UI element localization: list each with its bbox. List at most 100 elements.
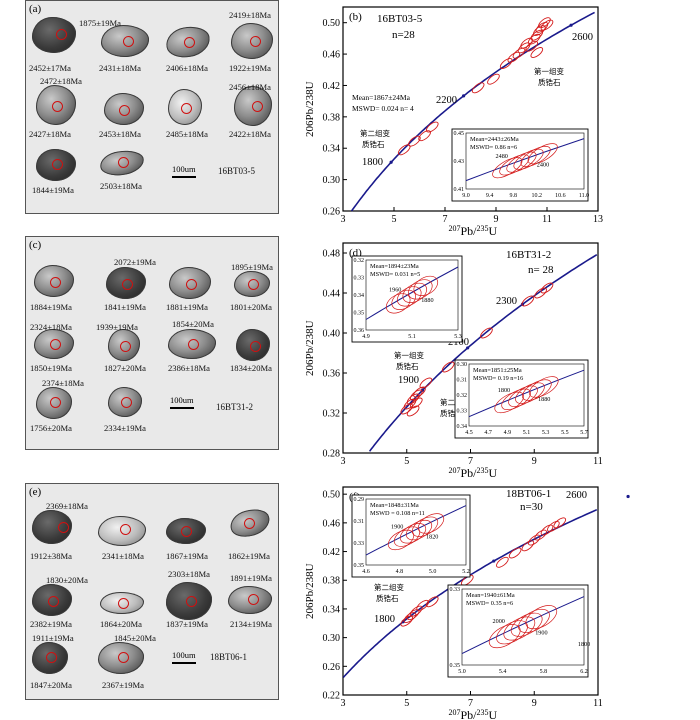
sample-id: 18BT06-1: [210, 652, 247, 662]
n-count: n=28: [392, 29, 415, 41]
concordia-age-marker: [569, 23, 573, 27]
inset-top-ellipse: [399, 523, 427, 544]
concordia-chart-f: 3 5 7 9 11 0.22 0.26 0.30 0.34 0.38 0.42 0.46 0.50 18…: [304, 486, 630, 720]
data-ellipse: [425, 596, 439, 608]
analysis-spot: [252, 101, 263, 112]
inset-top-y-tick: 0.35: [354, 563, 365, 569]
analysis-spot: [118, 157, 129, 168]
cl-panel-c: (c) 2072±19Ma 1895±19Ma 1884±19Ma 1841±1…: [25, 236, 279, 450]
inset-top-y-tick: 0.29: [354, 497, 365, 503]
inset-top-x-tick: 5.3: [454, 334, 462, 340]
inset-bottom-mean: Mean=1851±25Ma: [473, 367, 522, 374]
inset-top-age-label: 1900: [391, 524, 403, 531]
inset-bottom-ellipse: [510, 612, 543, 637]
x-tick-label: 7: [468, 456, 473, 467]
data-ellipse: [538, 17, 551, 29]
chart-annotation: 第一组变: [534, 66, 564, 76]
concordia-curve: [350, 11, 595, 212]
data-ellipse: [512, 47, 526, 59]
zircon-age: 2419±18Ma: [229, 10, 271, 20]
zircon-age: 2072±19Ma: [114, 257, 156, 267]
inset-top-concordia: [365, 266, 459, 320]
x-axis-label: 207Pb/235U: [449, 466, 498, 480]
concordia-age-label: 2100: [448, 337, 469, 348]
inset-ellipse: [506, 151, 537, 173]
chart-annotation: 质锆石: [376, 593, 399, 603]
analysis-spot: [50, 339, 61, 350]
y-tick-label: 0.36: [323, 369, 341, 380]
data-ellipse: [527, 33, 541, 45]
chart-annotation: 质锆石: [538, 77, 561, 87]
inset-bottom-age-label: 1900: [535, 630, 547, 637]
inset-top-y-tick: 0.34: [354, 293, 365, 299]
inset-bottom-age-label: 1800: [498, 387, 510, 394]
inset-bottom-age-label: 1800: [578, 641, 590, 648]
inset-y-tick: 0.43: [454, 159, 465, 165]
zircon-age: 2406±18Ma: [166, 63, 208, 73]
sample-id: 16BT31-2: [216, 402, 253, 412]
inset-top-frame: [351, 255, 463, 343]
concordia-age-label: 1800: [374, 614, 395, 625]
analysis-spot: [121, 397, 132, 408]
n-count: n= 28: [528, 264, 554, 276]
inset-bottom-y-tick: 0.33: [450, 587, 461, 593]
inset-top-y-tick: 0.36: [354, 328, 365, 334]
concordia-age-marker: [466, 346, 470, 350]
y-axis-label: 206Pb/238U: [304, 320, 316, 376]
inset-x-tick: 11.0: [579, 193, 589, 199]
inset-ellipse: [513, 148, 544, 170]
data-ellipse: [540, 19, 554, 31]
zircon-grain: [32, 17, 76, 53]
y-tick-label: 0.48: [323, 249, 341, 260]
inset-bottom-x-tick: 4.7: [484, 430, 492, 436]
analysis-spot: [118, 598, 129, 609]
analysis-spot: [250, 36, 261, 47]
y-tick-label: 0.50: [323, 490, 341, 501]
zircon-age: 2452±17Ma: [29, 63, 71, 73]
y-tick-label: 0.46: [323, 518, 341, 529]
inset-top-ellipse: [391, 289, 416, 310]
y-tick-label: 0.28: [323, 449, 341, 460]
zircon-age: 1922±19Ma: [229, 63, 271, 73]
zircon-age: 2367±19Ma: [102, 680, 144, 690]
analysis-spot: [186, 279, 197, 290]
inset-ellipse: [492, 157, 523, 179]
zircon-age: 2374±18Ma: [42, 378, 84, 388]
analysis-spot: [119, 105, 130, 116]
concordia-chart-b: 3 5 7 9 11 13 0.26 0.30 0.34 0.38 0.42 0.46 0.50 1800…: [304, 6, 603, 238]
zircon-age: 2382±19Ma: [30, 619, 72, 629]
x-tick-label: 9: [494, 214, 499, 225]
inset-y-tick: 0.41: [454, 187, 465, 193]
inset-ellipse: [527, 143, 558, 165]
concordia-age-label: 2600: [572, 32, 593, 43]
inset-age-label: 2480: [496, 153, 508, 160]
zircon-age: 2485±18Ma: [166, 129, 208, 139]
y-tick-label: 0.30: [323, 633, 341, 644]
zircon-age: 1830±20Ma: [46, 575, 88, 585]
inset-top-concordia: [365, 505, 467, 556]
inset-age-label: 2400: [537, 162, 549, 169]
inset-bottom-frame: [454, 359, 589, 439]
inset-top-x-tick: 5.2: [462, 569, 470, 575]
inset-bottom-age-label: 1880: [538, 396, 550, 403]
zircon-age: 1911±19Ma: [32, 633, 74, 643]
concordia-age-marker: [461, 94, 466, 98]
y-tick-label: 0.22: [323, 691, 341, 702]
data-ellipse: [499, 58, 513, 69]
inset-top-x-tick: 4.9: [362, 334, 370, 340]
inset-mean: Mean=2443±26Ma: [470, 136, 519, 143]
zircon-age: 1891±19Ma: [230, 573, 272, 583]
analysis-spot: [244, 518, 255, 529]
inset-top-y-tick: 0.33: [354, 276, 365, 282]
data-ellipse: [520, 37, 533, 49]
x-tick-label: 11: [593, 456, 603, 467]
zircon-age: 2453±18Ma: [99, 129, 141, 139]
chart-annotation: 第二组变: [360, 128, 390, 138]
x-tick-label: 3: [341, 214, 346, 225]
y-tick-label: 0.42: [323, 81, 341, 92]
x-tick-label: 13: [593, 214, 603, 225]
inset-top-mswd: MSWD = 0.108 n=11: [370, 510, 425, 517]
n-count: n=30: [520, 501, 543, 513]
concordia-chart-d: 3 5 7 9 11 0.28 0.32 0.36 0.40 0.44 0.48 1900 2100 23…: [304, 242, 603, 480]
